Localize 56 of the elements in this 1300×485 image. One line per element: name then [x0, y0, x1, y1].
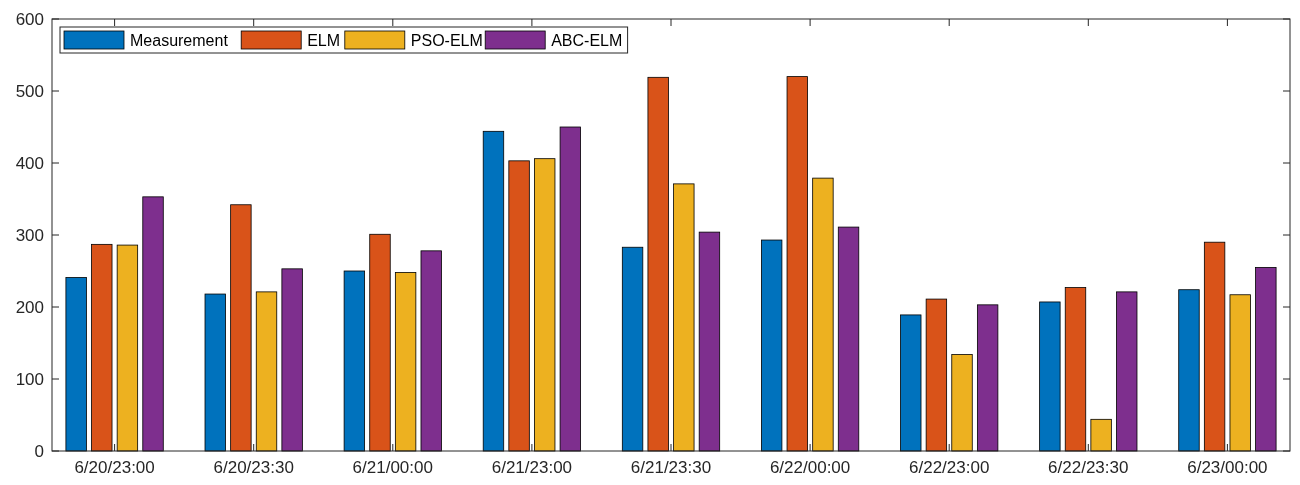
bar: [1203, 241, 1226, 452]
bar: [91, 243, 113, 452]
bar: [1178, 289, 1200, 452]
x-tick-label: 6/21/00:00: [352, 458, 433, 477]
x-tick-label: 6/20/23:30: [213, 458, 294, 477]
bar: [204, 293, 226, 452]
bar: [976, 304, 999, 452]
bar: [255, 291, 278, 452]
bar: [420, 250, 442, 452]
bar: [647, 76, 669, 452]
legend-label: PSO-ELM: [410, 31, 483, 49]
bar: [1090, 418, 1112, 452]
bar: [1229, 294, 1251, 452]
bar: [559, 126, 581, 452]
bar: [343, 270, 366, 452]
y-tick-label: 0: [34, 441, 44, 461]
bar: [837, 226, 860, 452]
x-tick-label: 6/21/23:00: [491, 458, 573, 477]
legend-label: Measurement: [130, 31, 229, 49]
bar: [482, 130, 505, 452]
x-tick-label: 6/22/00:00: [769, 458, 851, 477]
legend-label: ELM: [307, 31, 341, 49]
x-tick-label: 6/20/23:00: [74, 458, 155, 477]
y-tick-label: 500: [15, 81, 44, 101]
bar: [621, 246, 644, 452]
bar: [1064, 287, 1087, 452]
y-tick-label: 200: [15, 297, 44, 317]
bar: [812, 177, 834, 452]
bar: [534, 158, 556, 452]
bar: [1039, 301, 1061, 452]
bar: [230, 204, 252, 452]
bar: [786, 76, 808, 452]
bar: [951, 354, 973, 452]
y-tick-label: 400: [15, 153, 44, 173]
bar: [508, 160, 530, 452]
bar: [65, 277, 87, 452]
bar: [673, 183, 695, 452]
bar: [761, 239, 783, 452]
x-tick-label: 6/22/23:00: [909, 458, 990, 477]
bar: [369, 233, 391, 452]
bar: [698, 231, 721, 452]
y-tick-label: 300: [15, 225, 44, 245]
bar: [900, 314, 922, 452]
bar: [142, 196, 164, 452]
bar: [925, 298, 948, 452]
bar: [1255, 267, 1277, 452]
x-tick-label: 6/23/00:00: [1187, 458, 1268, 477]
x-tick-label: 6/22/23:30: [1048, 458, 1129, 477]
bar: [281, 268, 303, 452]
bar: [116, 244, 139, 452]
y-tick-label: 600: [15, 9, 44, 29]
bar: [1116, 291, 1138, 452]
y-tick-label: 100: [15, 369, 44, 389]
x-tick-label: 6/21/23:30: [630, 458, 712, 477]
legend-label: ABC-ELM: [551, 31, 623, 49]
bar: [394, 272, 417, 452]
